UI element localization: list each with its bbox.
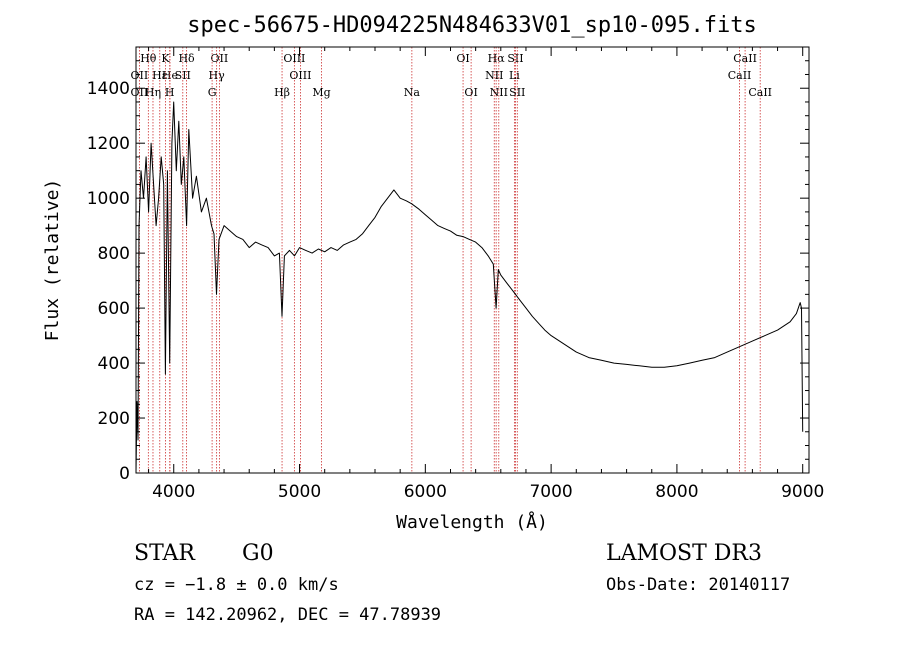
chart-title: spec-56675-HD094225N484633V01_sp10-095.f… [187,13,757,38]
y-axis-ticks: 0 200 400 600 800 1000 1200 1400 [87,60,809,484]
line-marker-label: Hα [488,52,506,65]
sky-coordinates: RA = 142.20962, DEC = 47.78939 [134,605,441,625]
spectrum-line [135,101,804,474]
spectrum-series [135,101,804,474]
line-marker-label: Hη [145,86,161,99]
line-marker-label: Hε [152,69,168,82]
line-marker-label: OIII [283,52,305,65]
line-marker-label: SII [507,52,523,65]
object-class: STAR [134,541,196,566]
x-axis-ticks: 4000 5000 6000 7000 8000 9000 [148,47,824,502]
x-axis-label: Wavelength (Å) [396,511,548,533]
line-marker-label: OI [456,52,469,65]
y-tick-label: 600 [98,299,130,319]
line-marker-label: NII [490,86,508,99]
x-tick-label: 6000 [404,482,447,502]
line-marker-label: Na [404,86,421,99]
line-marker-label: Hβ [274,86,290,99]
line-marker-label: CaII [748,86,772,99]
line-marker-label: OIII [289,69,311,82]
line-marker-label: NII [485,69,503,82]
y-axis-label: Flux (relative) [42,179,63,342]
line-marker-label: OII [211,52,229,65]
line-marker-label: Hγ [209,69,226,82]
y-tick-label: 800 [98,244,130,264]
redshift-velocity: cz = −1.8 ± 0.0 km/s [134,575,339,595]
observation-date: Obs-Date: 20140117 [606,575,790,595]
x-tick-label: 4000 [152,482,195,502]
x-tick-label: 5000 [278,482,321,502]
y-tick-label: 0 [119,464,130,484]
line-marker-label: H [165,86,175,99]
object-subclass: G0 [242,541,274,566]
y-tick-label: 1400 [87,79,130,99]
line-marker-label: SII [175,69,191,82]
line-marker-label: Mg [312,86,330,99]
plot-frame [135,46,810,474]
line-marker-label: Li [509,69,520,82]
line-marker-label: Hθ [140,52,157,65]
y-tick-label: 400 [98,354,130,374]
y-tick-label: 1200 [87,134,130,154]
line-marker-label: K [161,52,170,65]
line-marker-label: Hδ [178,52,195,65]
line-marker-label: OII [131,86,149,99]
line-marker-label: CaII [728,69,752,82]
survey-release: LAMOST DR3 [606,541,762,566]
x-tick-label: 9000 [781,482,824,502]
x-tick-label: 7000 [529,482,572,502]
line-marker-label: G [208,86,217,99]
y-tick-label: 1000 [87,189,130,209]
line-marker-label: SII [509,86,525,99]
y-tick-label: 200 [98,409,130,429]
line-marker-label: OII [131,69,149,82]
line-marker-label: OI [464,86,477,99]
x-tick-label: 8000 [655,482,698,502]
line-marker-label: CaII [733,52,757,65]
